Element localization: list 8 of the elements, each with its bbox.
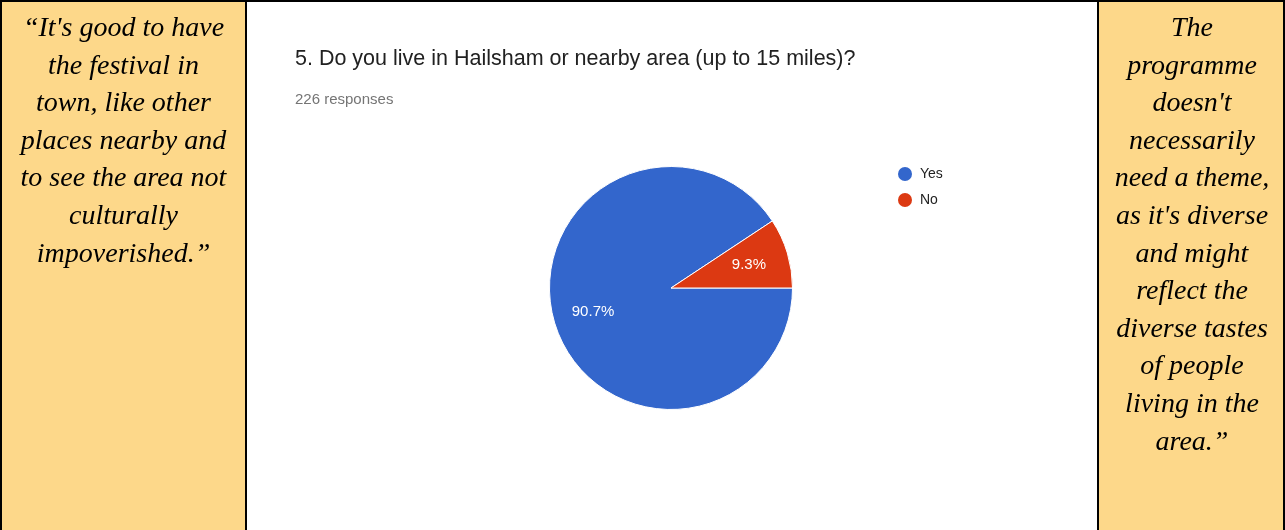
text: “It's good to have the festival in town, like other places nearby and to see the area not culturally impoverished.” [0, 0, 247, 530]
legend-label: No [920, 190, 939, 207]
text: The programme doesn't necessarily need a theme, as it's diverse and might reflect the diverse tastes of people living in the area.” [1114, 11, 1270, 456]
data-label: 90.7% [571, 301, 615, 319]
legend-label: Yes [920, 164, 943, 181]
chart-title: 5. Do you live in Hailsham or nearby area (up to 15 miles)? [295, 46, 856, 71]
data-label: 9.3% [731, 254, 767, 272]
text: 226 responses [295, 90, 394, 107]
